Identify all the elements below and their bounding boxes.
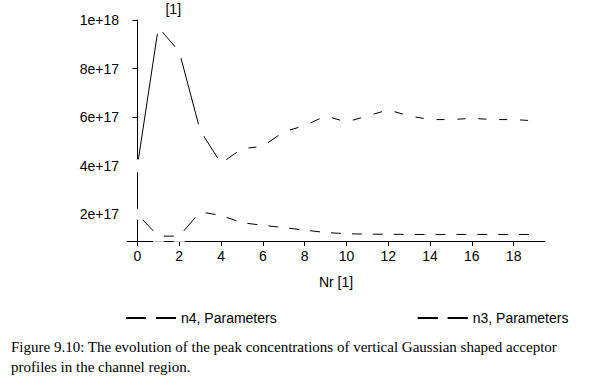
svg-text:Nr [1]: Nr [1] — [319, 274, 353, 290]
svg-text:4e+17: 4e+17 — [80, 158, 120, 174]
svg-text:8e+17: 8e+17 — [80, 61, 120, 77]
svg-text:8: 8 — [301, 248, 309, 264]
svg-text:profiles in the channel region: profiles in the channel region. — [11, 359, 191, 375]
svg-text:12: 12 — [380, 248, 396, 264]
svg-text:2: 2 — [175, 248, 183, 264]
svg-text:6e+17: 6e+17 — [80, 109, 120, 125]
svg-text:1e+18: 1e+18 — [80, 12, 120, 28]
svg-text:6: 6 — [259, 248, 267, 264]
svg-text:2e+17: 2e+17 — [80, 206, 120, 222]
svg-text:Figure 9.10: The evolution of: Figure 9.10: The evolution of the peak c… — [11, 339, 561, 355]
svg-text:4: 4 — [217, 248, 225, 264]
svg-text:10: 10 — [339, 248, 355, 264]
svg-text:n4, Parameters: n4, Parameters — [181, 310, 277, 326]
svg-text:16: 16 — [464, 248, 480, 264]
svg-text:14: 14 — [422, 248, 438, 264]
svg-text:18: 18 — [506, 248, 522, 264]
svg-text:[1]: [1] — [165, 1, 181, 17]
svg-text:n3, Parameters: n3, Parameters — [473, 310, 569, 326]
svg-text:0: 0 — [134, 248, 142, 264]
